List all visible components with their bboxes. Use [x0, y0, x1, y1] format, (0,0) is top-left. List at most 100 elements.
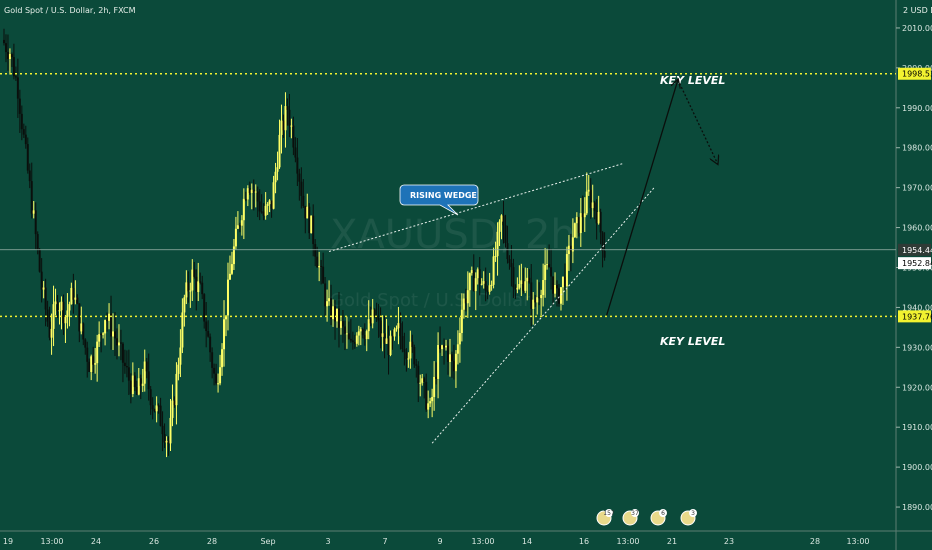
candle-body-bull — [326, 301, 329, 307]
candle-body-bear — [506, 243, 509, 260]
candle-body-bull — [462, 298, 465, 310]
candle-body-bear — [115, 338, 118, 346]
candle-body-bull — [50, 328, 53, 338]
candle-body-bull — [66, 310, 69, 317]
candle-body-bear — [270, 200, 273, 209]
candle-body-bear — [28, 170, 31, 182]
candle-body-bear — [4, 43, 7, 53]
candle-body-bear — [187, 282, 190, 292]
event-badge: 37 — [622, 509, 639, 526]
candle-body-bear — [258, 201, 261, 212]
candle-body-bear — [484, 281, 487, 291]
candle-body-bull — [367, 319, 370, 332]
candle-body-bear — [110, 313, 113, 337]
candle-body-bear — [213, 367, 216, 374]
candle-body-bull — [131, 375, 134, 395]
candle-body-bull — [278, 134, 281, 168]
candle-body-bear — [391, 335, 394, 337]
candle-body-bull — [242, 198, 245, 221]
candle-body-bear — [417, 365, 420, 384]
candle-body-bear — [343, 326, 346, 334]
candle-body-bear — [351, 340, 354, 343]
candle-body-bull — [177, 364, 180, 374]
time-axis[interactable]: 19 13:00 24 26 28 Sep 3 7 9 13:00 14 16 13:00 21 23 28 1… — [3, 537, 870, 546]
candle-body-bear — [377, 318, 380, 321]
candle-body-bull — [197, 281, 200, 293]
candle-body-bull — [189, 290, 192, 292]
candle-body-bull — [559, 287, 562, 304]
x-tick-label: 14 — [522, 537, 532, 546]
x-tick-label: 26 — [149, 537, 159, 546]
candle-body-bull — [474, 278, 477, 292]
candle-body-bear — [121, 343, 124, 363]
x-tick-label: 13:00 — [846, 537, 869, 546]
candle-body-bull — [520, 280, 523, 285]
candle-body-bear — [139, 378, 142, 386]
candle-body-bull — [42, 287, 45, 290]
candle-body-bull — [421, 378, 424, 383]
candle-body-bear — [447, 345, 449, 362]
candle-body-bull — [468, 273, 471, 291]
candle-body-bear — [504, 225, 507, 244]
event-badges[interactable]: 157 37 6 3 — [596, 509, 697, 526]
y-tick-label: 2010.00 — [902, 24, 932, 33]
candle-body-bull — [236, 225, 239, 229]
candle-body-bear — [72, 287, 75, 300]
candle-body-bear — [589, 189, 592, 209]
rising-wedge-callout[interactable]: RISING WEDGE — [399, 184, 479, 216]
candle-body-bull — [395, 328, 398, 330]
candle-body-bull — [357, 331, 360, 336]
last-price-tag-bg — [898, 243, 931, 256]
candle-body-bear — [558, 288, 560, 304]
candle-body-bull — [223, 319, 226, 350]
candle-body-bull — [169, 417, 172, 444]
candle-body-bull — [70, 287, 73, 305]
candle-body-bull — [494, 256, 497, 258]
candle-body-bear — [530, 282, 533, 309]
candle-body-bull — [389, 335, 392, 356]
event-badge-count: 157 — [603, 510, 615, 517]
candle-body-bull — [458, 332, 461, 345]
candle-body-bear — [40, 271, 43, 290]
candle-body-bull — [290, 125, 293, 127]
candle-body-bear — [161, 425, 164, 435]
candle-body-bear — [300, 181, 303, 196]
candle-body-bear — [78, 303, 81, 332]
candle-body-bull — [518, 284, 521, 288]
candle-body-bull — [445, 345, 448, 348]
candle-body-bear — [203, 294, 206, 322]
candle-body-bear — [512, 267, 515, 288]
watermark-name: Gold Spot / U.S. Dollar — [330, 290, 531, 311]
candle-body-bull — [482, 281, 485, 284]
candle-body-bull — [266, 204, 269, 206]
candle-body-bull — [532, 299, 535, 309]
candle-body-bear — [56, 301, 59, 311]
candle-body-bear — [286, 106, 289, 110]
candle-body-bear — [387, 338, 390, 356]
candle-body-bull — [228, 273, 231, 280]
candle-body-bull — [591, 202, 594, 209]
projection-down-arrow[interactable] — [677, 79, 718, 164]
event-badge-count: 3 — [691, 510, 695, 517]
candle-body-bull — [544, 265, 547, 281]
projection-up-arrow[interactable] — [605, 80, 678, 316]
candle-body-bear — [486, 290, 489, 292]
candle-body-bull — [246, 188, 249, 200]
candle-body-bull — [448, 354, 451, 362]
candle-body-bull — [328, 298, 331, 302]
wedge-lower-trendline[interactable] — [431, 187, 655, 444]
candle-body-bull — [571, 237, 574, 252]
candle-body-bull — [94, 363, 97, 365]
candle-body-bear — [207, 331, 210, 337]
candle-body-bear — [36, 234, 39, 250]
candle-body-bear — [401, 336, 404, 350]
candle-body-bull — [98, 334, 101, 342]
candle-body-bull — [90, 356, 93, 373]
candle-body-bear — [6, 52, 9, 60]
event-badge: 157 — [596, 509, 615, 526]
wedge-upper-trendline[interactable] — [328, 163, 623, 253]
candle-body-bear — [106, 320, 109, 322]
last-price-tag-text: 1954.44 — [902, 246, 932, 255]
